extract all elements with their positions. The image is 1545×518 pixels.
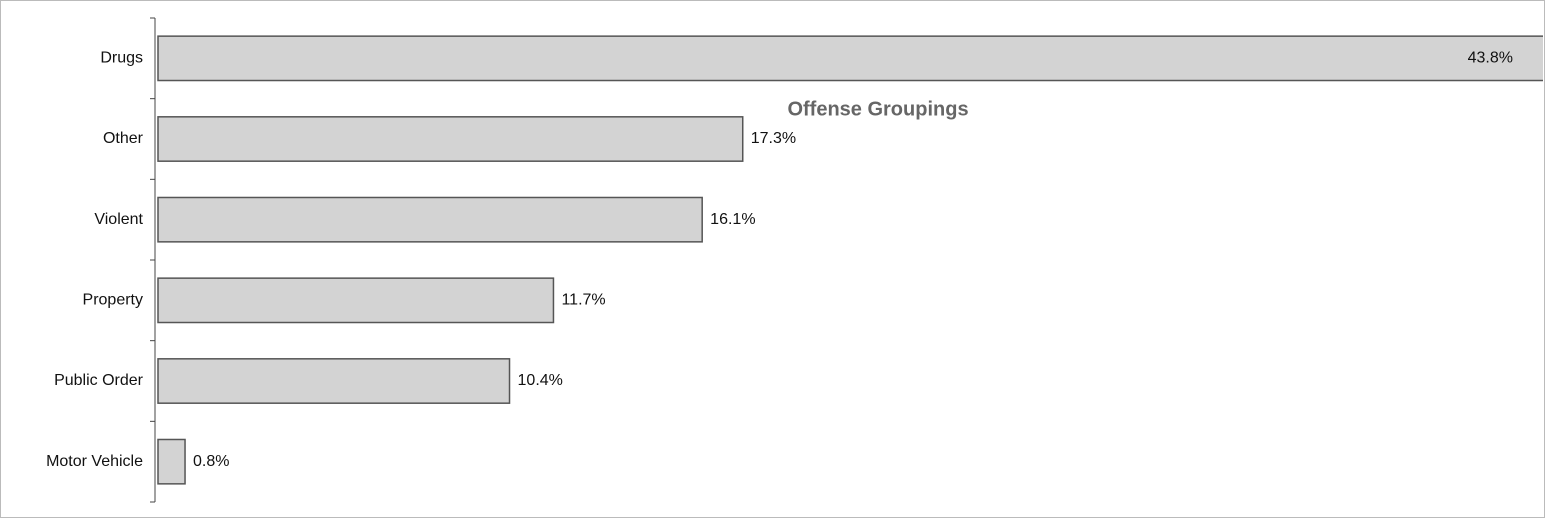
value-label: 11.7% — [561, 292, 605, 309]
bar — [157, 196, 703, 243]
bar — [157, 35, 1543, 82]
y-tick-label: Violent — [94, 211, 143, 228]
y-tick-label: Public Order — [54, 372, 144, 389]
y-tick-label: Other — [103, 130, 144, 147]
y-tick-label: Motor Vehicle — [46, 453, 143, 470]
bar — [157, 358, 511, 404]
y-tick-label: Property — [83, 292, 143, 309]
chart-title: Offense Groupings — [787, 98, 968, 120]
y-tick-label: Drugs — [100, 50, 143, 67]
value-label: 16.1% — [710, 211, 755, 228]
bar — [157, 116, 744, 162]
bar — [157, 438, 186, 485]
value-label: 17.3% — [751, 130, 796, 147]
value-label: 43.8% — [1468, 50, 1513, 67]
bar — [157, 277, 555, 324]
value-label: 10.4% — [518, 372, 563, 389]
value-label: 0.8% — [193, 453, 229, 470]
